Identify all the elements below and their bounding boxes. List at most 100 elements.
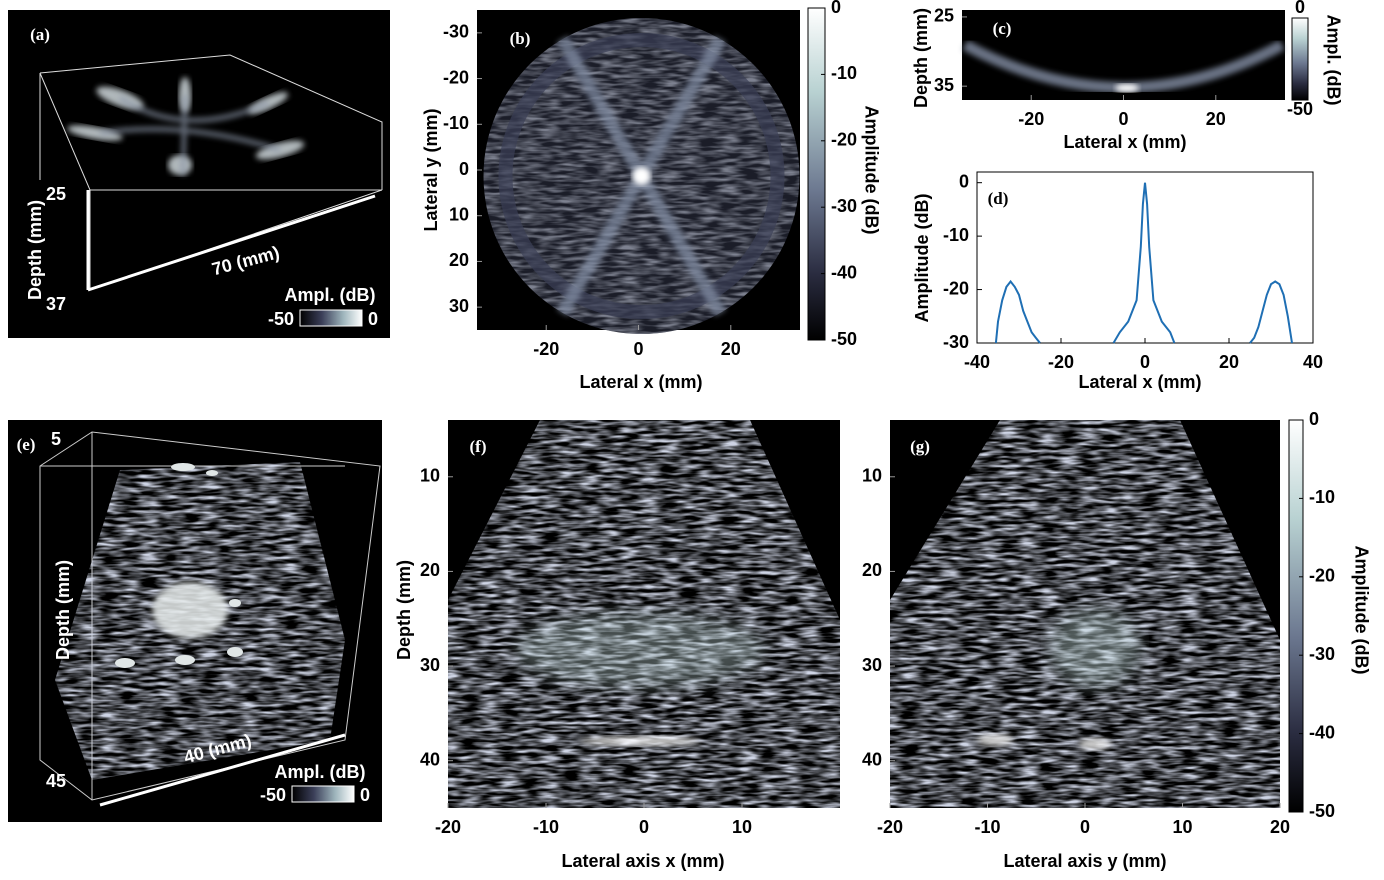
focus [1115,84,1139,92]
colorbar-tick-label: -30 [831,196,857,216]
x-tick-label: 0 [639,817,649,837]
focus [632,167,651,185]
colorbar [1288,419,1304,813]
volume-background [8,10,390,338]
reflector [580,736,700,746]
beam-lobe [168,155,192,175]
blob [227,647,243,657]
depth-start: 25 [46,184,66,204]
y-tick-label: 25 [934,6,954,26]
reflector [1079,738,1111,750]
x-tick-label: -20 [1048,352,1074,372]
inclusion [515,612,765,688]
y-axis-label: Lateral y (mm) [421,108,441,231]
x-tick-label: 0 [1118,109,1128,129]
x-tick-label: -20 [435,817,461,837]
colorbar-tick-label: 0 [1309,409,1319,429]
x-tick-label: -20 [533,339,559,359]
depth-start: 5 [51,429,61,449]
y-tick-label: 30 [862,655,882,675]
x-tick-label: 20 [1270,817,1290,837]
blob [229,599,241,607]
panel-label: (d) [988,189,1009,208]
colorbar [299,309,363,327]
y-axis-label: Depth (mm) [911,8,931,108]
x-tick-label: 0 [633,339,643,359]
colorbar-tick-label: -50 [1287,99,1313,119]
x-axis-label: Lateral x (mm) [579,372,702,392]
y-tick-label: 35 [934,75,954,95]
colorbar-tick-label: 0 [831,0,841,17]
inclusion [1050,608,1140,688]
colorbar-tick-label: -20 [831,130,857,150]
y-axis-label: Depth (mm) [394,560,414,660]
colorbar-max: 0 [368,309,378,329]
y-tick-label: -20 [943,278,969,298]
beam-lobe [67,125,123,141]
x-tick-label: -40 [964,352,990,372]
y-tick-label: 40 [420,749,440,769]
y-tick-label: 10 [420,466,440,486]
colorbar-tick-label: -40 [1309,722,1335,742]
x-axis-label: Lateral x (mm) [1078,372,1201,392]
colorbar-label: Ampl. (dB) [285,285,376,305]
x-tick-label: -20 [877,817,903,837]
colorbar-tick-label: -30 [1309,644,1335,664]
colorbar-label: Amplitude (dB) [1351,546,1371,675]
colorbar [807,7,826,341]
colorbar-tick-label: -10 [1309,487,1335,507]
colorbar-tick-label: 0 [1295,0,1305,17]
y-tick-label: 20 [862,560,882,580]
x-tick-label: 0 [1140,352,1150,372]
panel-label: (c) [993,19,1012,38]
reflector [977,734,1013,746]
y-tick-label: 10 [862,466,882,486]
colorbar [1291,17,1309,101]
blob [171,463,195,471]
panel-label: (g) [910,437,930,456]
y-tick-label: 10 [449,204,469,224]
panel-label: (a) [30,25,50,44]
blob [206,470,218,476]
y-tick-label: 20 [449,250,469,270]
x-axis-label: Lateral x (mm) [1063,132,1186,152]
x-tick-label: -10 [974,817,1000,837]
y-tick-label: 20 [420,560,440,580]
colorbar-tick-label: -10 [831,63,857,83]
y-tick-label: -30 [943,332,969,352]
x-tick-label: 0 [1080,817,1090,837]
y-tick-label: -30 [443,22,469,42]
x-axis-label: Lateral axis y (mm) [1003,851,1166,871]
y-tick-label: 30 [420,655,440,675]
x-tick-label: 10 [1172,817,1192,837]
colorbar-tick-label: -50 [1309,801,1335,821]
panel-label: (f) [470,437,487,456]
colorbar-max: 0 [360,785,370,805]
colorbar-label: Ampl. (dB) [1323,15,1343,106]
colorbar-min: -50 [260,785,286,805]
axis-edge [87,194,376,292]
plot-area [976,171,1314,344]
panel-label: (e) [17,435,36,454]
beam-arms [99,94,281,176]
inclusion [152,582,228,638]
axis-edge [99,733,346,807]
blob [175,655,195,665]
colorbar-label: Amplitude (dB) [861,106,881,235]
x-tick-label: 20 [721,339,741,359]
y-tick-label: 30 [449,296,469,316]
y-tick-label: 0 [959,171,969,191]
colorbar-tick-label: -40 [831,262,857,282]
y-tick-label: -10 [943,225,969,245]
y-tick-label: 40 [862,749,882,769]
depth-end: 45 [46,771,66,791]
y-axis-label: Amplitude (dB) [912,194,932,323]
depth-end: 37 [46,294,66,314]
x-tick-label: 10 [732,817,752,837]
y-tick-label: -20 [443,67,469,87]
colorbar [291,785,355,803]
x-tick-label: 20 [1219,352,1239,372]
x-tick-label: -10 [533,817,559,837]
colorbar-min: -50 [268,309,294,329]
y-tick-label: 0 [459,159,469,179]
